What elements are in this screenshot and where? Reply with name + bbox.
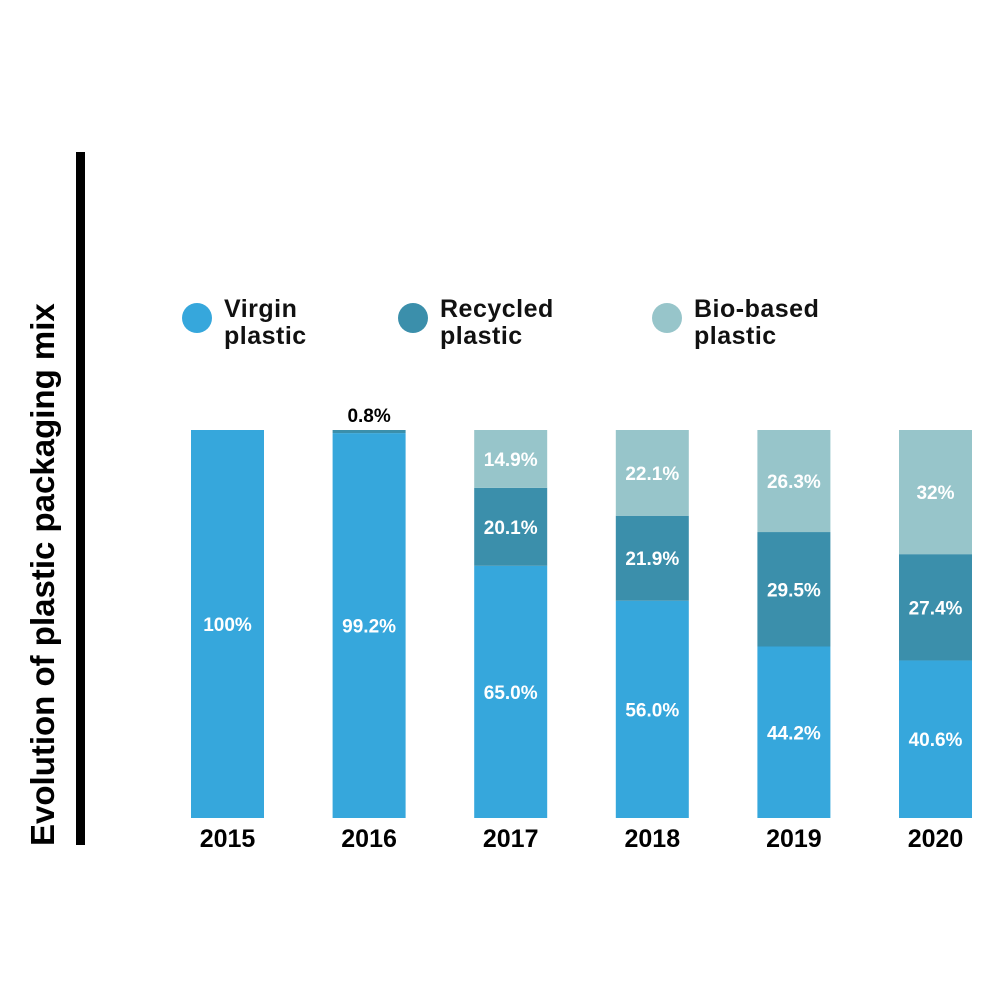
bar-segment [615,515,689,601]
bar-segment [474,487,548,566]
data-label: 27.4% [909,598,963,619]
data-label: 32% [916,483,954,504]
bar-segment [899,660,972,818]
legend-label: plastic [224,322,307,350]
bar-segment [191,430,264,818]
x-tick-label: 2018 [624,825,680,853]
data-label: 29.5% [767,580,821,601]
chart-title: Evolution of plastic packaging mix [24,303,61,846]
data-label: 26.3% [767,472,821,493]
x-tick-label: 2020 [908,825,964,853]
x-tick-label: 2017 [483,825,539,853]
x-axis-labels: 2015 2016 2017 2018 2019 2020 [200,825,964,853]
legend-marker-1 [182,303,212,333]
data-label: 44.2% [767,723,821,744]
title-rule [76,152,85,845]
legend-marker-3 [652,303,682,333]
bar-segment [757,532,831,647]
data-label: 65.0% [484,683,538,704]
bar-segment [615,430,689,516]
bar-segment [332,430,406,434]
x-tick-label: 2016 [341,825,397,853]
x-tick-label: 2015 [200,825,256,853]
bar-segment [474,565,548,818]
data-label: 21.9% [625,549,679,570]
bar-segment [615,600,689,818]
data-label: 14.9% [484,450,538,471]
legend-label: Bio-based [694,295,819,323]
bar-segment [474,430,548,488]
x-tick-label: 2019 [766,825,822,853]
bar-segment [757,430,831,533]
legend-marker-2 [398,303,428,333]
bar-segment [332,433,406,818]
data-label: 22.1% [625,464,679,485]
bar-segment [899,554,972,661]
data-label: 0.8% [347,406,390,427]
legend-label: plastic [440,322,523,350]
data-label: 100% [203,615,252,636]
data-label: 20.1% [484,518,538,539]
bar-segment [899,430,972,555]
legend: VirginplasticRecycledplasticBio-basedpla… [182,295,819,350]
data-label: 56.0% [625,700,679,721]
data-label: 40.6% [909,730,963,751]
legend-label: plastic [694,322,777,350]
bars: 100% 99.2% 0.8% 65.0% 20.1% 14.9% 56.0% 21.9% 22… [191,406,972,818]
data-label: 99.2% [342,617,396,638]
legend-label: Recycled [440,295,554,323]
bar-segment [757,646,831,818]
legend-label: Virgin [224,295,297,323]
